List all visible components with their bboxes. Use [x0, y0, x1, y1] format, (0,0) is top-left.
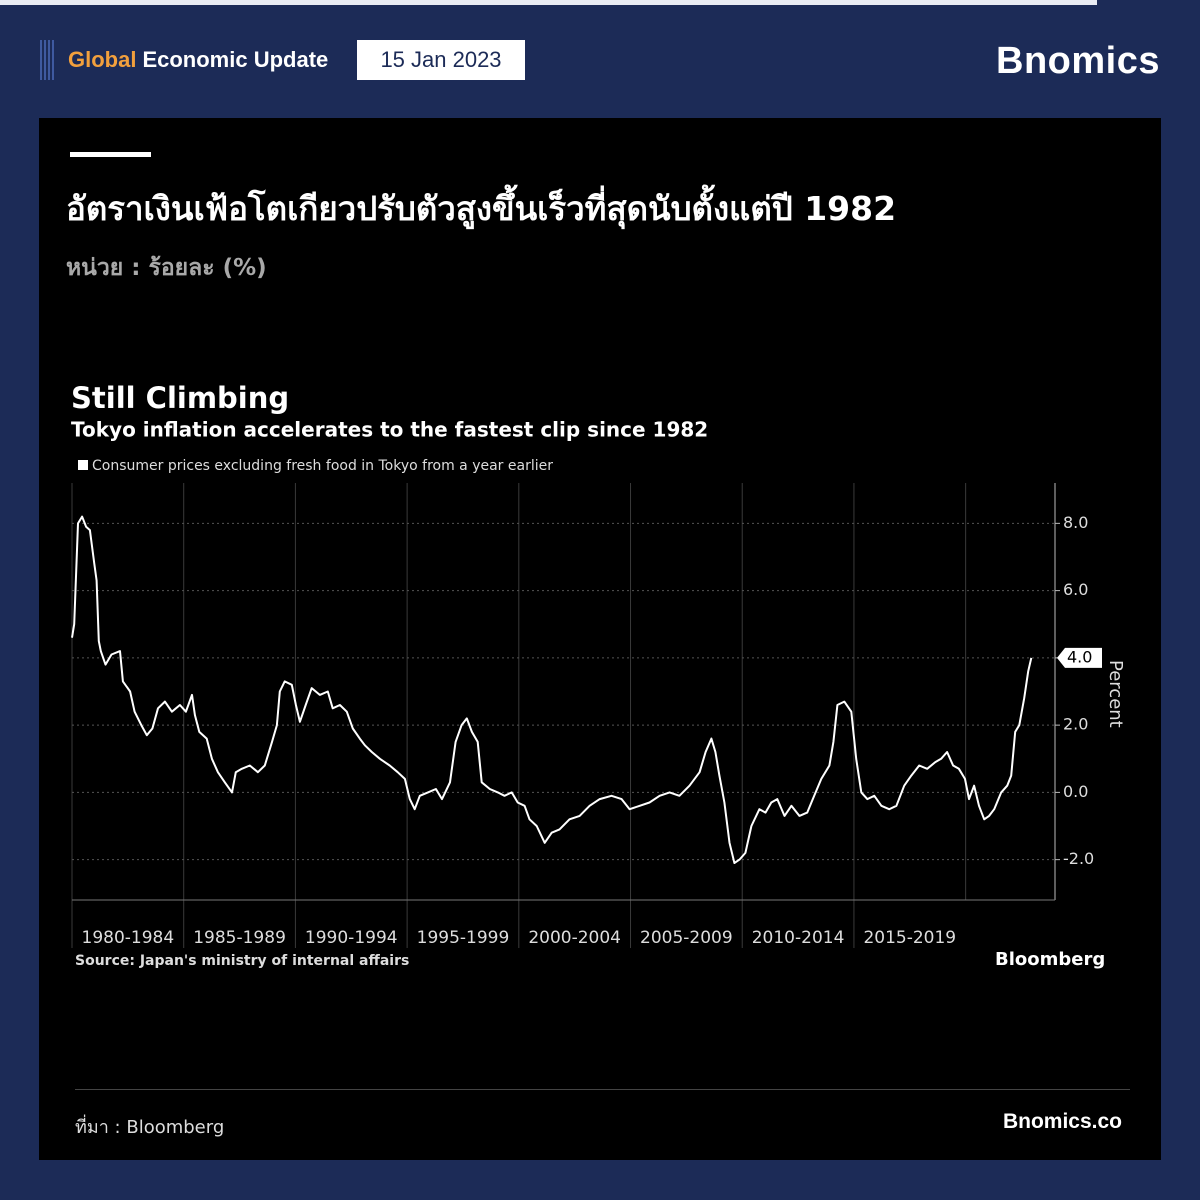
date: 15 Jan 2023 [357, 40, 525, 80]
footer-site: Bnomics.co [1002, 1110, 1122, 1133]
x-tick-label: 2010-2014 [752, 928, 845, 948]
accent-line [70, 152, 151, 157]
y-tick-label: 2.0 [1063, 715, 1088, 734]
legend-swatch [78, 460, 88, 470]
top-bar [0, 0, 1097, 5]
x-tick-label: 2005-2009 [640, 928, 733, 948]
x-tick-label: 1980-1984 [82, 928, 175, 948]
source: Source: Japan's ministry of internal aff… [75, 953, 409, 969]
brand: Economic Update [142, 47, 329, 72]
y-tick-label: -2.0 [1063, 849, 1094, 868]
line [71, 515, 1033, 864]
footer-source: ที่มา : Bloomberg [75, 1117, 225, 1138]
y-tick-label: 6.0 [1063, 580, 1088, 599]
x-tick-label: 2000-2004 [528, 928, 621, 948]
y-tick-label: 0.0 [1063, 782, 1088, 801]
callout-label: 4.0 [1067, 647, 1092, 666]
stripes [40, 40, 54, 80]
y-axis-label: Percent [1105, 660, 1126, 728]
brand-highlight: Global [68, 47, 137, 72]
brand-box: Global Economic Update [40, 40, 356, 80]
legend-label: Consumer prices excluding fresh food in … [92, 458, 553, 474]
x-tick-label: 1990-1994 [305, 928, 398, 948]
x-tick-label: 1995-1999 [417, 928, 510, 948]
chart-title: Still Climbing [71, 381, 289, 415]
subtitle: หน่วย : ร้อยละ (%) [66, 255, 267, 281]
card [39, 118, 1161, 1160]
source-logo: Bloomberg [995, 949, 1105, 970]
callout-box [1057, 647, 1102, 668]
x-tick-label: 1985-1989 [193, 928, 286, 948]
x-tick-label: 2015-2019 [863, 928, 956, 948]
chart-subtitle: Tokyo inflation accelerates to the faste… [71, 418, 708, 442]
logo: Bnomics [996, 40, 1160, 82]
title: อัตราเงินเฟ้อโตเกียวปรับตัวสูงขึ้นเร็วที… [66, 189, 897, 228]
y-tick-label: 8.0 [1063, 513, 1088, 532]
footer-line [75, 1089, 1130, 1090]
